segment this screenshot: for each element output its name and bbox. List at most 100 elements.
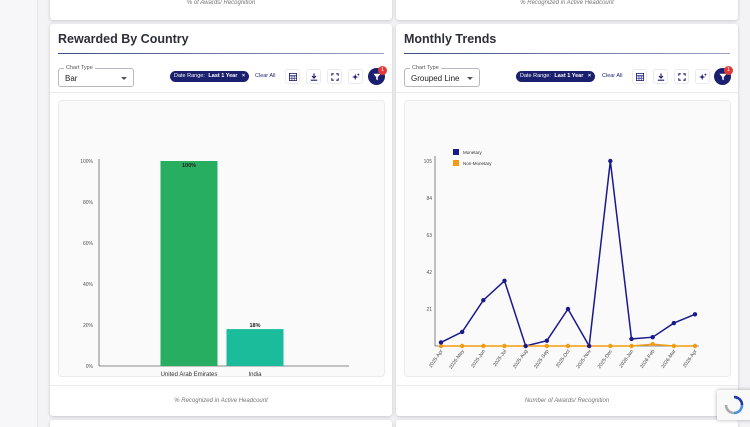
x-tick-label: 2026-Apr (682, 348, 699, 369)
sparkle-icon (352, 73, 360, 81)
card-title: Monthly Trends (404, 32, 497, 46)
footer-divider (396, 385, 738, 386)
data-point-monetary (692, 312, 698, 317)
bar-value-label: 18% (249, 323, 260, 329)
data-point-monetary (586, 343, 592, 349)
x-tick-label: 2025-Apr (428, 348, 445, 369)
recaptcha-badge[interactable] (717, 390, 750, 420)
download-icon (310, 73, 318, 81)
data-point-monetary (438, 340, 444, 345)
fullscreen-button[interactable] (327, 69, 342, 84)
bar (226, 329, 284, 366)
data-point-monetary (608, 158, 613, 164)
monthly-trends-card: Monthly Trends Chart Type Grouped Line D… (396, 24, 738, 416)
y-tick-label: 20% (83, 323, 94, 329)
download-icon (657, 73, 665, 81)
table-icon (636, 73, 644, 81)
data-point-monetary (544, 338, 550, 343)
table-view-button[interactable] (632, 69, 647, 84)
left-sidebar (0, 0, 38, 427)
data-point-non-monetary (459, 343, 465, 349)
chart-type-value: Bar (65, 74, 78, 83)
fullscreen-button[interactable] (674, 69, 689, 84)
legend-swatch (453, 149, 459, 155)
recaptcha-icon (724, 395, 744, 415)
data-point-monetary (459, 329, 465, 335)
data-point-monetary (629, 336, 634, 342)
line-chart-container: 21 42 63 84 105 2025-Apr 2025-May 2025-Jun 2025-… (404, 100, 731, 377)
data-point-non-monetary (438, 343, 444, 349)
x-tick-label: 2025-Aug (512, 349, 529, 370)
line-chart: 21 42 63 84 105 2025-Apr 2025-May 2025-Jun 2025-… (424, 149, 699, 370)
ai-insights-button[interactable] (348, 69, 363, 84)
footer-caption: % Recognized in Active Headcount (174, 398, 268, 404)
chip-close-icon[interactable]: × (241, 73, 246, 79)
clear-all-link[interactable]: Clear All (255, 73, 276, 79)
footer-divider (50, 385, 392, 386)
x-tick-label: 2025-Jul (492, 349, 508, 368)
download-button[interactable] (306, 69, 321, 84)
y-tick-label: 100% (80, 159, 93, 165)
title-divider (58, 53, 384, 54)
top-right-card: % Recognized in Active Headcount (396, 0, 738, 20)
data-point-monetary (671, 320, 677, 326)
legend-label: Monetary (463, 150, 483, 155)
card-title: Rewarded By Country (58, 32, 189, 46)
ai-insights-button[interactable] (695, 69, 710, 84)
x-tick-label: 2026-Jan (618, 349, 635, 370)
data-point-monetary (481, 297, 486, 303)
x-tick-label: 2026-Feb (639, 349, 656, 370)
data-point-non-monetary (544, 343, 550, 349)
chip-label: Date Range: (520, 73, 551, 79)
bar-chart: 0% 20% 40% 60% 80% 100% 100% United Arab Emirat… (80, 159, 349, 378)
legend-label: Non-Monetary (463, 161, 492, 166)
chip-value: Last 1 Year (554, 73, 584, 79)
next-card-left (50, 420, 392, 427)
x-tick-label: United Arab Emirates (161, 372, 218, 378)
chart-type-select[interactable]: Chart Type Bar (58, 65, 134, 87)
filter-count-badge: 1 (724, 66, 733, 75)
date-range-chip[interactable]: Date Range: Last 1 Year × (516, 71, 596, 82)
bar-value-label: 100% (182, 163, 196, 169)
download-button[interactable] (653, 69, 668, 84)
filter-count-badge: 1 (378, 66, 387, 75)
chip-label: Date Range: (174, 73, 205, 79)
fullscreen-icon (678, 73, 686, 81)
filter-icon (372, 73, 381, 80)
y-tick-label: 84 (426, 196, 432, 202)
sparkle-icon (699, 73, 707, 81)
data-point-non-monetary (565, 343, 571, 349)
data-point-non-monetary (502, 343, 507, 349)
footer-caption: Number of Awards/ Recognition (524, 398, 610, 404)
x-tick-label: 2025-Dec (597, 348, 615, 370)
chart-type-label: Chart Type (64, 65, 95, 71)
chip-close-icon[interactable]: × (587, 73, 592, 79)
data-point-monetary (650, 334, 655, 340)
y-tick-label: 80% (83, 200, 94, 206)
fullscreen-icon (331, 73, 339, 81)
x-tick-label: 2025-Sep (533, 349, 550, 370)
x-tick-label: 2026-Mar (660, 348, 677, 369)
table-view-button[interactable] (285, 69, 300, 84)
x-tick-label: 2025-Oct (555, 348, 572, 369)
x-tick-label: 2025-Jun (470, 349, 487, 370)
top-left-card: % of Awards/ Recognition (50, 0, 392, 20)
date-range-chip[interactable]: Date Range: Last 1 Year × (170, 71, 250, 82)
toolbar-divider (50, 92, 392, 93)
top-left-caption: % of Awards/ Recognition (186, 0, 256, 6)
y-tick-label: 21 (426, 307, 432, 313)
data-point-non-monetary (481, 343, 486, 349)
chart-type-select[interactable]: Chart Type Grouped Line (404, 65, 480, 87)
rewarded-by-country-card: Rewarded By Country Chart Type Bar Date … (50, 24, 392, 416)
data-point-non-monetary (671, 343, 677, 349)
y-tick-label: 63 (426, 233, 432, 239)
bar (160, 161, 218, 366)
chart-type-label: Chart Type (410, 65, 441, 71)
y-tick-label: 60% (83, 241, 94, 247)
y-tick-label: 0% (86, 364, 94, 370)
chip-value: Last 1 Year (208, 73, 238, 79)
data-point-non-monetary (629, 343, 634, 349)
y-tick-label: 105 (424, 159, 433, 165)
data-point-non-monetary (692, 343, 698, 349)
clear-all-link[interactable]: Clear All (602, 73, 623, 79)
